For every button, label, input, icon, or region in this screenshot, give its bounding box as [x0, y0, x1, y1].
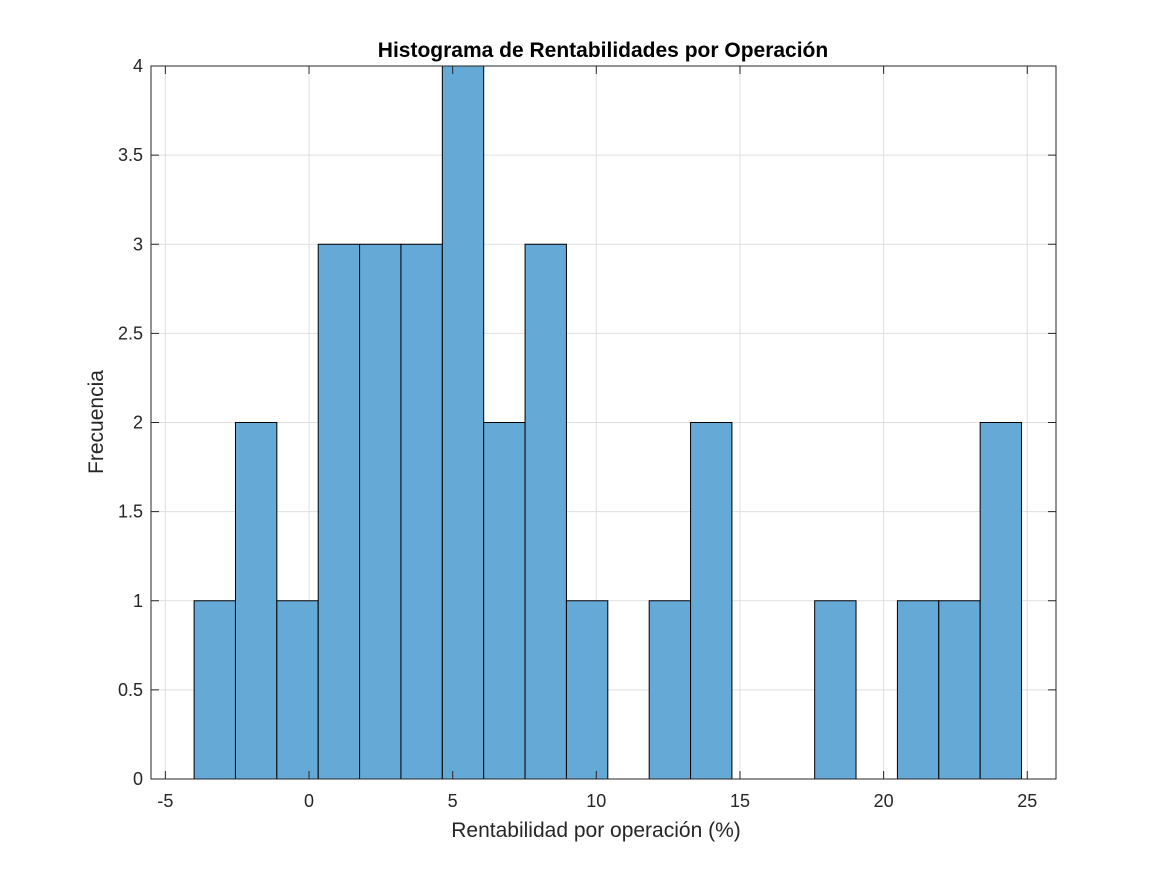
y-tick-label: 3.5 [118, 145, 143, 165]
histogram-bar [317, 243, 361, 780]
histogram-bar [276, 600, 319, 780]
y-tick-labels: 0 0.5 1 1.5 2 2.5 3 3.5 4 [118, 56, 143, 789]
y-tick-label: 0.5 [118, 680, 143, 700]
x-tick-label: 25 [1017, 791, 1037, 811]
x-tick-label: 15 [730, 791, 750, 811]
axis-ticks [151, 65, 1056, 780]
histogram-bars [193, 65, 1023, 780]
histogram-bar [648, 600, 692, 780]
y-tick-label: 1 [133, 591, 143, 611]
x-tick-label: 10 [586, 791, 606, 811]
histogram-bar [234, 422, 278, 780]
histogram-bar [896, 600, 940, 780]
y-tick-label: 0 [133, 769, 143, 789]
histogram-bar [359, 243, 402, 780]
histogram-bar [565, 600, 609, 780]
histogram-bar [938, 600, 981, 780]
histogram-bar [441, 65, 485, 780]
x-tick-label: -5 [157, 791, 173, 811]
histogram-bar [979, 422, 1023, 780]
x-axis-label: Rentabilidad por operación (%) [451, 819, 741, 842]
histogram-bar [524, 243, 567, 780]
histogram-bar [483, 422, 526, 780]
chart-title: Histograma de Rentabilidades por Operaci… [378, 39, 828, 62]
histogram-bar [193, 600, 236, 780]
histogram-bar [690, 422, 733, 780]
x-tick-labels: -5 0 5 10 15 20 25 [157, 791, 1037, 811]
y-tick-label: 3 [133, 234, 143, 254]
x-tick-label: 5 [448, 791, 458, 811]
y-tick-label: 4 [133, 56, 143, 76]
x-tick-label: 0 [304, 791, 314, 811]
histogram-bar [814, 600, 857, 780]
y-tick-label: 2 [133, 413, 143, 433]
histogram-bar [400, 243, 443, 780]
y-tick-label: 1.5 [118, 502, 143, 522]
x-tick-label: 20 [874, 791, 894, 811]
y-tick-label: 2.5 [118, 323, 143, 343]
y-axis-label: Frecuencia [85, 370, 108, 474]
